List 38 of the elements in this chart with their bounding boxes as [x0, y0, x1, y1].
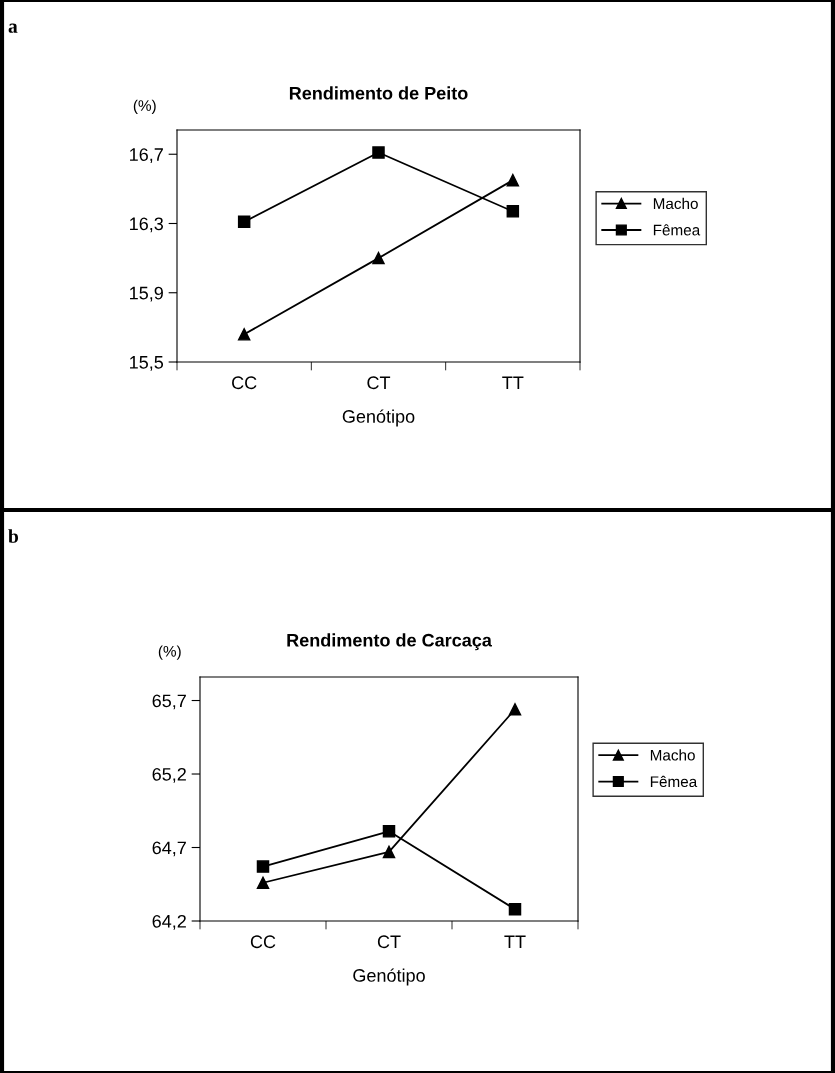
legend-label: Macho: [653, 197, 698, 210]
y-tick-label: 16,3: [130, 217, 164, 233]
x-tick-label: CT: [377, 935, 401, 949]
x-axis-title: Genótipo: [342, 409, 415, 427]
point: [372, 251, 385, 265]
x-tick-label: TT: [504, 935, 526, 948]
legend-label: Macho: [650, 749, 695, 761]
x-tick-label: TT: [502, 376, 524, 389]
point: [382, 825, 396, 838]
chart-title: Rendimento de Carcaça: [287, 633, 492, 651]
y-tick-label: 15,9: [130, 286, 163, 302]
y-tick-label: 65,2: [152, 767, 186, 783]
point: [237, 328, 251, 341]
y-tick-label: 15,5: [130, 356, 164, 371]
point: [506, 205, 520, 218]
y-tick-label: 65,7: [152, 694, 186, 710]
text: b: [8, 529, 19, 543]
text: a: [8, 23, 18, 33]
y-axis-title: (%): [133, 99, 156, 114]
y-tick-label: 16,7: [130, 148, 163, 164]
point: [508, 703, 522, 716]
point: [506, 173, 520, 187]
x-tick-label: CT: [367, 376, 391, 390]
legend-label: Fêmea: [653, 224, 701, 236]
y-axis-title: (%): [158, 645, 181, 660]
point: [237, 215, 251, 229]
y-tick-label: 64,2: [152, 914, 186, 930]
point: [508, 902, 522, 916]
point: [256, 876, 270, 890]
point: [372, 146, 385, 159]
x-axis-title: Genótipo: [353, 968, 425, 986]
x-tick-label: CC: [232, 376, 257, 390]
point: [256, 860, 270, 873]
legend-label: Fêmea: [650, 775, 698, 788]
point: [382, 845, 396, 859]
x-tick-label: CC: [250, 935, 276, 949]
y-tick-label: 64,7: [152, 841, 186, 857]
chart-title: Rendimento de Peito: [289, 86, 468, 100]
